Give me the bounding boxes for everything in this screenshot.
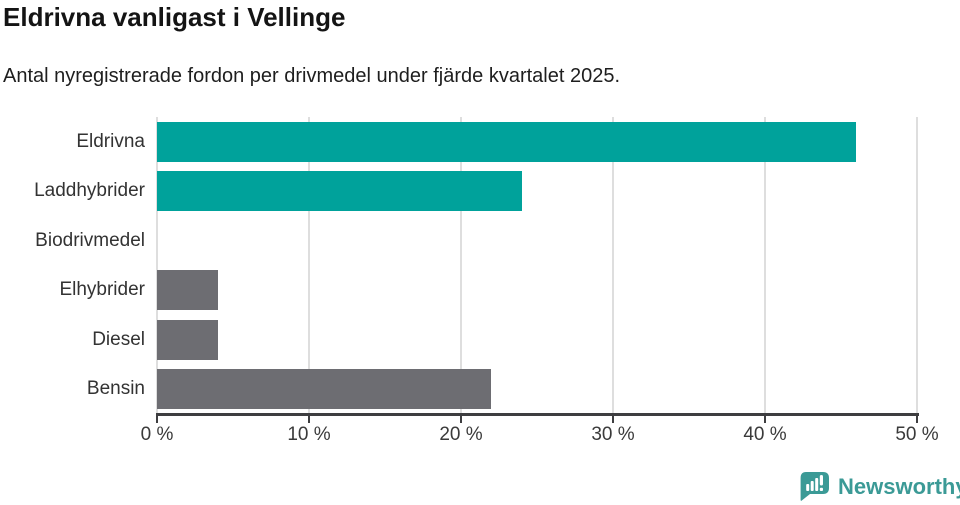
category-label-laddhybrider: Laddhybrider	[34, 180, 145, 202]
chart-title: Eldrivna vanligast i Vellinge	[3, 2, 346, 32]
gridline-0	[156, 117, 158, 414]
gridline-50	[916, 117, 918, 414]
gridline-40	[764, 117, 766, 414]
category-label-eldrivna: Eldrivna	[76, 130, 145, 152]
gridline-10	[308, 117, 310, 414]
newsworthy-speech-bubble-icon	[800, 472, 829, 501]
category-label-bensin: Bensin	[86, 378, 145, 400]
category-label-elhybrider: Elhybrider	[59, 279, 145, 301]
x-tick-label-0: 0 %	[140, 424, 174, 445]
bar-diesel	[157, 319, 218, 360]
x-axis-tick-40	[763, 413, 767, 423]
x-axis-tick-50	[915, 413, 919, 423]
x-axis-tick-10	[307, 413, 311, 423]
x-axis-tick-20	[459, 413, 463, 423]
x-tick-label-20: 20 %	[439, 424, 483, 445]
y-axis-labels: Eldrivna Laddhybrider Biodrivmedel Elhybrid…	[0, 117, 145, 414]
x-axis-line	[156, 413, 919, 416]
x-axis-tick-30	[611, 413, 615, 423]
x-tick-label-40: 40 %	[743, 424, 787, 445]
x-tick-label-50: 50 %	[895, 424, 939, 445]
gridline-30	[612, 117, 614, 414]
x-axis-tick-0	[155, 413, 159, 423]
bar-bensin	[157, 369, 492, 410]
gridline-20	[460, 117, 462, 414]
newsworthy-logo[interactable]: Newsworthy	[798, 470, 960, 503]
chart-subtitle: Antal nyregistrerade fordon per drivmede…	[3, 65, 621, 87]
category-label-diesel: Diesel	[92, 328, 145, 350]
plot-area	[156, 117, 918, 414]
bar-laddhybrider	[157, 171, 522, 212]
bar-eldrivna	[157, 121, 857, 162]
category-label-biodrivmedel: Biodrivmedel	[35, 229, 145, 251]
bar-elhybrider	[157, 270, 218, 311]
newsworthy-logo-text: Newsworthy	[838, 473, 960, 499]
x-tick-label-30: 30 %	[591, 424, 635, 445]
x-tick-label-10: 10 %	[287, 424, 331, 445]
